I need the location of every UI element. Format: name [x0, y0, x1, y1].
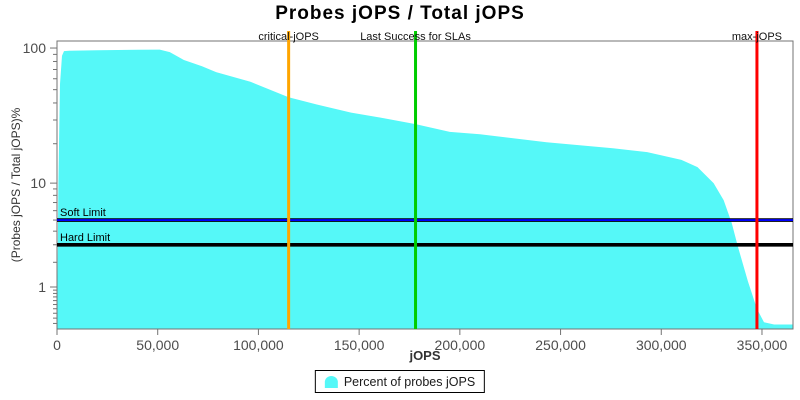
vertical-marker-label-critical-jops: critical-jOPS: [258, 31, 319, 43]
x-tick-label: 350,000: [737, 337, 788, 353]
y-tick-label: 1: [38, 279, 46, 295]
x-tick-label: 100,000: [233, 337, 284, 353]
y-axis-title: (Probes jOPS / Total jOPS)%: [9, 107, 23, 262]
plot-border: [56, 40, 794, 330]
area-series-swatch-icon: [324, 375, 338, 388]
horizontal-marker-label-soft-limit: Soft Limit: [60, 207, 106, 219]
x-tick-label: 0: [53, 337, 61, 353]
chart-title: Probes jOPS / Total jOPS: [275, 3, 525, 24]
x-tick-label: 250,000: [535, 337, 586, 353]
horizontal-marker-label-hard-limit: Hard Limit: [60, 232, 110, 244]
y-tick-label: 100: [23, 40, 47, 56]
x-tick-label: 50,000: [136, 337, 179, 353]
x-tick-label: 300,000: [636, 337, 687, 353]
x-axis-title: jOPS: [408, 348, 440, 363]
legend-box: Percent of probes jOPS: [314, 370, 486, 393]
area-series: [57, 49, 793, 330]
x-tick-label: 200,000: [435, 337, 486, 353]
vertical-marker-label-max-jops: max-jOPS: [732, 31, 782, 43]
x-tick-label: 150,000: [334, 337, 385, 353]
legend-label: Percent of probes jOPS: [343, 374, 476, 389]
y-tick-label: 10: [30, 175, 46, 191]
vertical-marker-label-last-success-for-slas: Last Success for SLAs: [360, 31, 471, 43]
